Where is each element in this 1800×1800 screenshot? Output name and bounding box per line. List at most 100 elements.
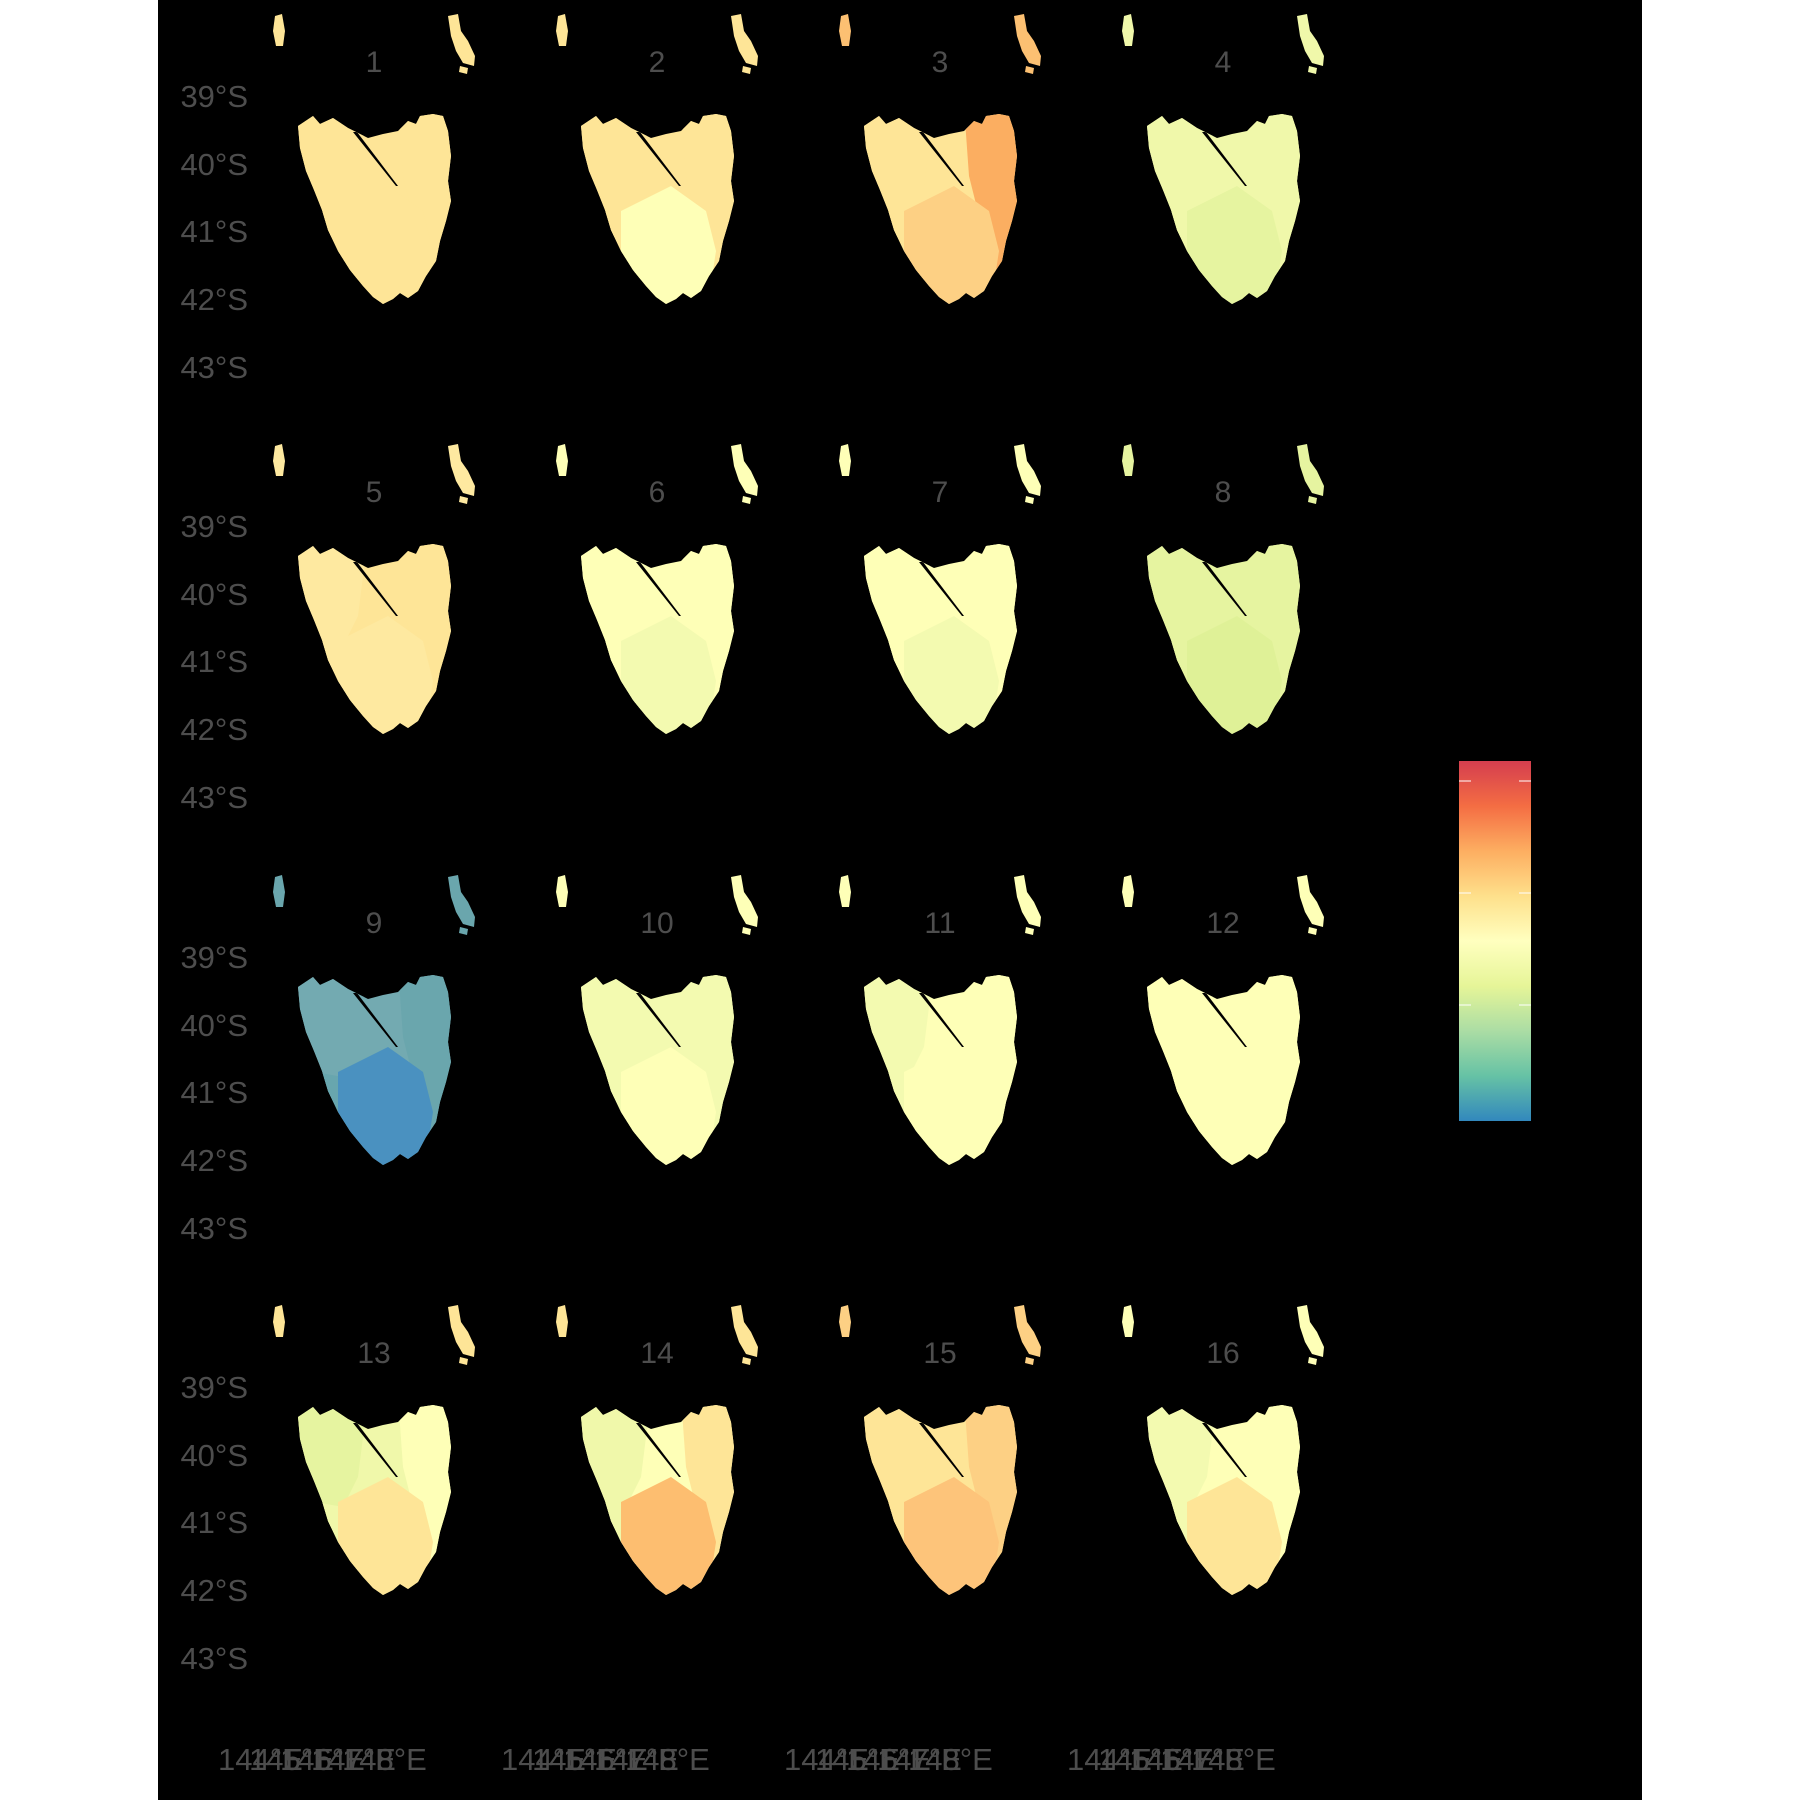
region-south [338,1047,433,1165]
panel-title: 2 [649,46,666,79]
panel-title: 14 [640,1337,673,1370]
cape-barren-island [1025,66,1034,74]
map-panel: 7 [839,444,1041,734]
cape-barren-island [1025,496,1034,504]
panel-title: 15 [923,1337,956,1370]
king-island [1122,14,1134,46]
tamar-river [636,562,681,616]
king-island [273,444,285,476]
panel-title: 8 [1215,476,1232,509]
y-axis-label: 40°S [180,147,248,182]
king-island [556,875,568,907]
x-axis-label: 148°E [625,1742,710,1777]
tasmania-mainland [298,544,451,734]
region-south [338,616,433,734]
x-axis-label: 145°E [532,1742,617,1777]
panel-title: 4 [1215,46,1232,79]
king-island [839,444,851,476]
x-axis-label: 147°E [311,1742,396,1777]
flinders-island [1297,1305,1324,1357]
region-south [904,616,999,734]
flinders-island [1014,1305,1041,1357]
region-south [338,186,433,304]
tamar-river [919,562,964,616]
king-island [1122,444,1134,476]
cape-barren-island [1308,66,1317,74]
cape-barren-island [1308,496,1317,504]
region-south [621,1477,716,1595]
colorbar-gradient [1459,761,1531,1121]
map-panel: 4 [1122,14,1324,304]
king-island [273,875,285,907]
region-south [621,616,716,734]
tamar-river [1202,993,1247,1047]
tasmania-mainland [864,114,1017,304]
cape-barren-island [742,1357,751,1365]
king-island [556,1305,568,1337]
tamar-river [919,993,964,1047]
flinders-island [731,1305,758,1357]
panel-title: 10 [640,907,673,940]
tamar-river [353,993,398,1047]
king-island [1122,875,1134,907]
x-axis-label: 145°E [1098,1742,1183,1777]
flinders-island [1297,14,1324,66]
tasmania-mainland [298,114,451,304]
flinders-island [448,875,475,927]
map-panel: 3 [839,14,1041,304]
map-panel: 1 [273,14,475,304]
panel-title: 13 [357,1337,390,1370]
region-south [904,1477,999,1595]
flinders-island [1014,875,1041,927]
y-axis-label: 41°S [180,644,248,679]
panel-title: 6 [649,476,666,509]
panel-title: 16 [1206,1337,1239,1370]
panel-title: 12 [1206,907,1239,940]
tasmania-mainland [581,114,734,304]
tamar-river [636,993,681,1047]
y-axis-label: 41°S [180,1505,248,1540]
cape-barren-island [459,66,468,74]
y-axis-label: 43°S [180,1211,248,1246]
tamar-river [1202,562,1247,616]
flinders-island [1014,14,1041,66]
panel-title: 7 [932,476,949,509]
map-panel: 12 [1122,875,1324,1165]
y-axis-label: 40°S [180,577,248,612]
map-panel: 9 [273,875,475,1165]
y-axis-label: 42°S [180,1573,248,1608]
region-south [1187,186,1282,304]
x-axis-label: 144°E [501,1742,586,1777]
map-panel: 15 [839,1305,1041,1595]
tamar-river [919,1423,964,1477]
cape-barren-island [742,66,751,74]
y-axis-label: 42°S [180,1143,248,1178]
tamar-river [1202,1423,1247,1477]
map-panel: 8 [1122,444,1324,734]
x-axis-label: 146°E [280,1742,365,1777]
colorbar-legend [1459,761,1531,1121]
y-axis-label: 43°S [180,350,248,385]
tasmania-mainland [581,544,734,734]
king-island [1122,1305,1134,1337]
x-axis-label: 146°E [563,1742,648,1777]
region-south [904,1047,999,1165]
y-axis-label: 39°S [180,509,248,544]
cape-barren-island [742,496,751,504]
tamar-river [636,132,681,186]
map-panel: 13 [273,1305,475,1595]
y-axis-label: 39°S [180,1370,248,1405]
panel-title: 1 [366,46,383,79]
panel-title: 11 [924,907,955,940]
plot-background: 1 2 3 4 5 6 7 8 9 10 11 12 13 14 15 16 39°S 40°S 41°S 42°S… [158,0,1642,1800]
flinders-island [1014,444,1041,496]
cape-barren-island [459,496,468,504]
y-axis-label: 40°S [180,1438,248,1473]
panel-title: 5 [366,476,383,509]
tasmania-mainland [581,975,734,1165]
king-island [273,14,285,46]
flinders-island [448,14,475,66]
tasmania-mainland [864,544,1017,734]
tamar-river [353,1423,398,1477]
